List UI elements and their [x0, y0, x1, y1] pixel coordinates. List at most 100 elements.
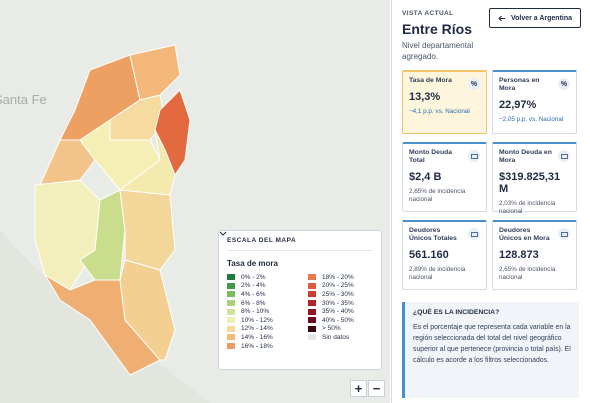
card-value: $2,4 B — [409, 171, 442, 183]
legend-title: ESCALA DEL MAPA — [227, 237, 297, 244]
card-value: 13,3% — [409, 91, 441, 103]
legend-swatch — [227, 291, 235, 298]
legend-column: 18% - 20% 20% - 25% 25% - 30% 30% - 35% 35% … — [308, 273, 373, 350]
card-title: Deudores Únicos Totales — [409, 227, 457, 242]
legend-swatch — [308, 308, 316, 315]
card-note: 2,03% de incidencia nacional — [499, 200, 556, 215]
info-title: ¿QUÉ ES LA INCIDENCIA? — [413, 309, 500, 316]
legend-swatch — [227, 325, 235, 332]
icon-glyph — [470, 231, 478, 237]
zoom-in[interactable]: + — [350, 380, 367, 397]
info-box: ¿QUÉ ES LA INCIDENCIA? Es el porcentaje … — [402, 302, 579, 398]
legend-item: Sin datos — [308, 333, 373, 342]
legend-label: 14% - 16% — [241, 333, 273, 341]
legend-label: 35% - 40% — [322, 308, 354, 316]
card-title: Deudores Únicos en Mora — [499, 227, 550, 242]
back-label: Volver a Argentina — [510, 14, 573, 22]
legend-item: 35% - 40% — [308, 307, 373, 316]
region-title: Entre Ríos — [402, 21, 473, 37]
department — [79, 119, 161, 191]
legend-swatch — [227, 274, 235, 281]
legend-item: > 50% — [308, 325, 373, 334]
legend-header[interactable]: ESCALA DEL MAPA — [219, 231, 373, 251]
legend-swatch — [227, 334, 235, 341]
legend-swatch — [308, 334, 316, 341]
legend-swatch — [227, 343, 235, 350]
legend-label: 2% - 4% — [241, 282, 266, 290]
metric-card: Monto Deuda Total $2,4 B 2,65% de incidenc… — [402, 142, 487, 212]
legend-swatch — [308, 300, 316, 307]
card-icon — [558, 150, 570, 162]
legend-item: 4% - 6% — [227, 290, 292, 299]
departments — [34, 44, 191, 376]
card-value: 128.873 — [499, 249, 539, 261]
legend-subtitle: Tasa de mora — [227, 259, 278, 268]
side-panel: VISTA ACTUAL Entre Ríos Nivel departamen… — [391, 0, 590, 403]
legend-swatch — [308, 317, 316, 324]
legend-label: 8% - 10% — [241, 308, 270, 316]
legend-item: 18% - 20% — [308, 273, 373, 282]
metric-card: Personas en Mora% 22,97% −2,05 p.p. vs. Na… — [492, 70, 577, 134]
legend-label: Sin datos — [322, 333, 350, 341]
legend-item: 2% - 4% — [227, 282, 292, 291]
legend-item: 25% - 30% — [308, 290, 373, 299]
legend-label: 12% - 14% — [241, 325, 273, 333]
zoom-out[interactable]: − — [368, 380, 385, 397]
card-title: Personas en Mora — [499, 77, 540, 92]
legend-swatch — [308, 325, 316, 332]
map-shapes — [0, 44, 210, 403]
metric-card: Monto Deuda en Mora $319.825,31 M 2,03% de… — [492, 142, 577, 215]
legend-label: 25% - 30% — [322, 290, 354, 298]
card-note: 2,65% de incidencia nacional — [409, 188, 466, 203]
card-icon: % — [558, 78, 570, 90]
legend-item: 6% - 8% — [227, 299, 292, 308]
card-value: 22,97% — [499, 99, 537, 111]
legend-swatch — [227, 308, 235, 315]
legend-label: 6% - 8% — [241, 299, 266, 307]
metric-card: Tasa de Mora% 13,3% −4,1 p.p. vs. Nacional — [402, 70, 487, 134]
legend-swatch — [227, 317, 235, 324]
card-note: 2,65% de incidencia nacional — [499, 266, 556, 281]
icon-glyph — [560, 231, 568, 237]
card-icon — [468, 150, 480, 162]
legend-item: 20% - 25% — [308, 282, 373, 291]
card-value: $319.825,31 M — [499, 171, 561, 195]
icon-glyph — [470, 153, 478, 159]
legend-item: 14% - 16% — [227, 333, 292, 342]
card-icon — [468, 228, 480, 240]
map: Santa Fe ESCALA DEL MAPA Tasa de mora 0%… — [0, 0, 390, 403]
department — [119, 189, 176, 271]
legend-label: 18% - 20% — [322, 273, 354, 281]
legend-swatch — [308, 282, 316, 289]
card-note: −4,1 p.p. vs. Nacional — [409, 108, 470, 115]
department — [39, 139, 96, 186]
department — [129, 44, 181, 101]
delta — [0, 230, 210, 403]
legend-swatch — [308, 291, 316, 298]
legend-label: > 50% — [322, 325, 341, 333]
legend-label: 16% - 18% — [241, 342, 273, 350]
legend: ESCALA DEL MAPA Tasa de mora 0% - 2% 2% -… — [218, 230, 382, 370]
legend-column: 0% - 2% 2% - 4% 4% - 6% 6% - 8% 8% - 10% 10% … — [227, 273, 292, 350]
card-title: Tasa de Mora — [409, 77, 452, 84]
legend-item: 0% - 2% — [227, 273, 292, 282]
icon-glyph — [560, 153, 568, 159]
legend-label: 4% - 6% — [241, 290, 266, 298]
card-value: 561.160 — [409, 249, 449, 261]
legend-label: 10% - 12% — [241, 316, 273, 324]
region-subtitle: Nivel departamental agregado. — [402, 41, 474, 61]
legend-item: 30% - 35% — [308, 299, 373, 308]
card-title: Monto Deuda Total — [409, 149, 453, 164]
card-note: 2,89% de incidencia nacional — [409, 266, 466, 281]
back-button[interactable]: Volver a Argentina — [489, 8, 581, 28]
legend-item: 12% - 14% — [227, 325, 292, 334]
chevron — [219, 231, 227, 236]
card-title: Monto Deuda en Mora — [499, 149, 552, 164]
legend-item: 16% - 18% — [227, 342, 292, 351]
department — [119, 259, 176, 361]
legend-item: 40% - 50% — [308, 316, 373, 325]
card-icon — [558, 228, 570, 240]
legend-label: 30% - 35% — [322, 299, 354, 307]
eyebrow: VISTA ACTUAL — [402, 10, 454, 17]
